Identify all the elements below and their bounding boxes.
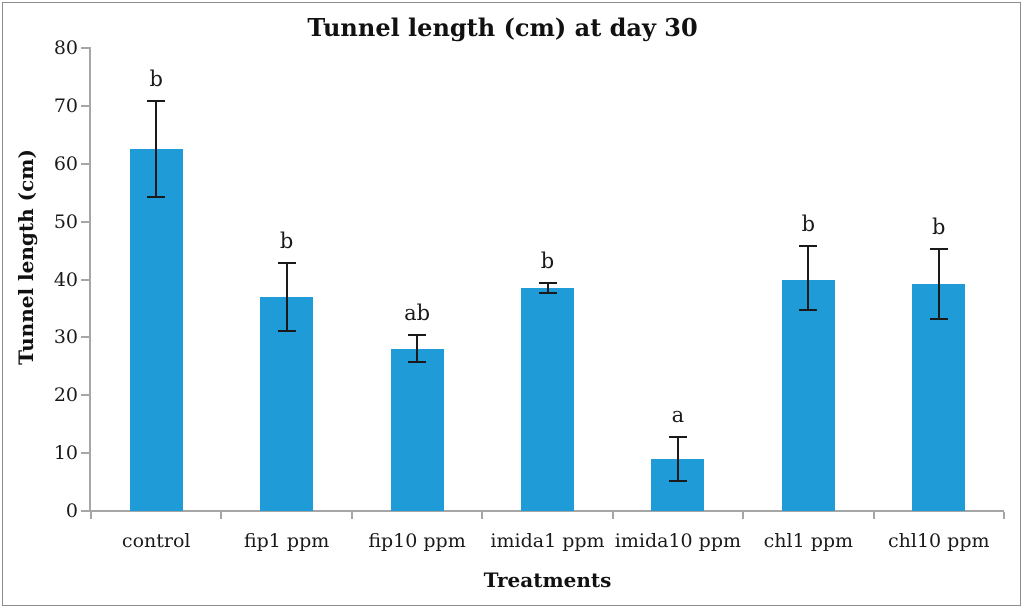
error-bar-cap-top bbox=[147, 100, 166, 103]
error-bar-cap-top bbox=[929, 247, 948, 250]
x-tick bbox=[742, 512, 745, 519]
x-tick bbox=[90, 512, 92, 519]
error-bar-line bbox=[285, 262, 288, 332]
y-tick bbox=[81, 394, 89, 397]
sig-letter: b bbox=[540, 249, 555, 274]
y-tick-label: 60 bbox=[53, 152, 78, 175]
category-label: imida10 ppm bbox=[614, 530, 742, 552]
error-bar-cap-bottom bbox=[929, 318, 948, 320]
category-label: fip1 ppm bbox=[243, 530, 330, 552]
y-tick-label: 20 bbox=[53, 384, 78, 407]
category-label: control bbox=[121, 530, 191, 552]
error-bar-line bbox=[807, 244, 810, 312]
sig-letter: ab bbox=[404, 301, 431, 326]
bar bbox=[781, 279, 835, 511]
category-label: imida1 ppm bbox=[490, 530, 605, 552]
y-tick-label: 40 bbox=[53, 268, 78, 291]
sig-letter: b bbox=[801, 211, 816, 236]
error-bar-cap-top bbox=[277, 262, 296, 265]
chart-title: Tunnel length (cm) at day 30 bbox=[307, 13, 698, 42]
error-bar-cap-top bbox=[408, 334, 427, 337]
error-bar-cap-bottom bbox=[408, 361, 427, 364]
error-bar-line bbox=[937, 247, 940, 320]
x-tick bbox=[1003, 512, 1005, 519]
error-bar-cap-bottom bbox=[668, 480, 687, 483]
error-bar-cap-top bbox=[799, 244, 818, 247]
y-tick-label: 10 bbox=[53, 442, 78, 465]
error-bar-cap-top bbox=[538, 282, 557, 285]
x-tick bbox=[350, 512, 353, 519]
error-bar-cap-bottom bbox=[538, 291, 557, 294]
sig-letter: b bbox=[149, 67, 163, 92]
y-tick bbox=[81, 104, 89, 107]
bar bbox=[129, 149, 183, 511]
y-tick bbox=[81, 162, 89, 165]
y-tick bbox=[81, 220, 89, 223]
sig-letter: b bbox=[279, 229, 294, 254]
category-label: chl10 ppm bbox=[888, 530, 990, 552]
y-tick bbox=[81, 47, 89, 49]
y-tick-label: 30 bbox=[53, 326, 78, 349]
x-axis-title: Treatments bbox=[483, 568, 612, 592]
error-bar-line bbox=[416, 334, 419, 364]
y-tick bbox=[81, 336, 89, 339]
x-tick bbox=[220, 512, 223, 519]
error-bar-line bbox=[676, 435, 679, 483]
bar bbox=[521, 288, 574, 511]
error-bar-line bbox=[155, 100, 158, 199]
sig-letter: a bbox=[671, 402, 685, 427]
sig-letter: b bbox=[932, 214, 946, 239]
y-tick-label: 50 bbox=[53, 210, 78, 233]
bar bbox=[260, 296, 314, 511]
y-tick-label: 0 bbox=[65, 500, 78, 522]
x-tick bbox=[872, 512, 875, 519]
error-bar-cap-bottom bbox=[277, 329, 296, 332]
error-bar-cap-bottom bbox=[799, 309, 818, 312]
y-axis-line bbox=[89, 47, 91, 511]
y-tick bbox=[81, 452, 89, 455]
x-tick bbox=[481, 512, 484, 519]
bar bbox=[912, 283, 966, 511]
category-label: fip10 ppm bbox=[368, 530, 466, 552]
error-bar-cap-bottom bbox=[147, 196, 166, 199]
error-bar-line bbox=[546, 282, 549, 294]
y-tick bbox=[81, 510, 89, 512]
error-bar-cap-top bbox=[668, 435, 687, 438]
bar bbox=[390, 348, 444, 511]
x-tick bbox=[611, 512, 614, 519]
category-label: chl1 ppm bbox=[763, 530, 854, 552]
y-tick bbox=[81, 278, 89, 281]
y-tick-label: 80 bbox=[53, 37, 78, 59]
x-axis-line bbox=[89, 510, 1004, 512]
y-tick-label: 70 bbox=[53, 94, 78, 117]
